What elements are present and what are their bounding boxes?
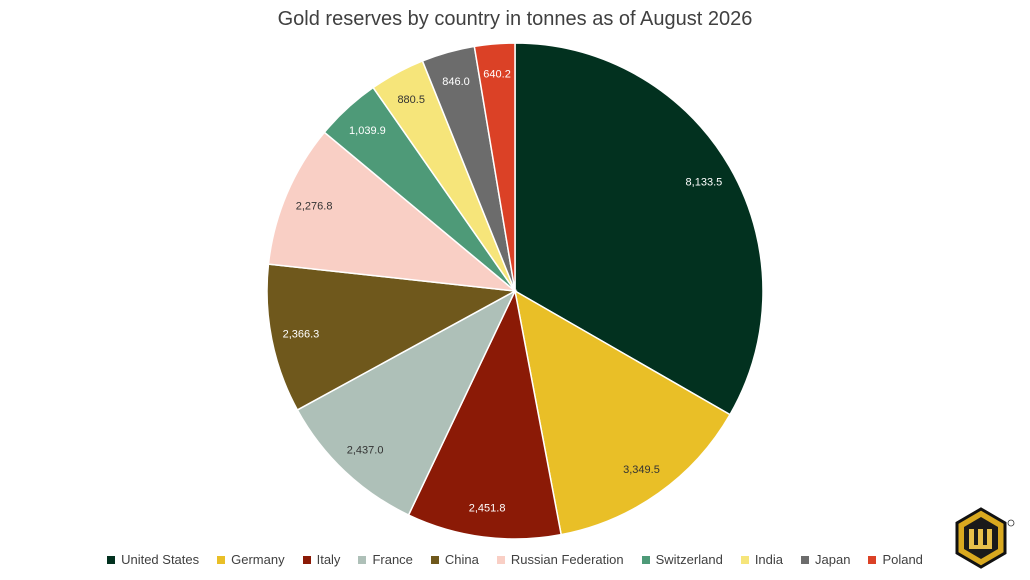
legend-item: China <box>430 552 479 567</box>
legend-item: Germany <box>217 552 285 567</box>
legend-item: India <box>740 552 784 567</box>
legend-item: Poland <box>868 552 923 567</box>
pie-slice <box>296 289 517 516</box>
legend-label: Italy <box>316 552 341 567</box>
legend-label: China <box>444 552 479 567</box>
data-label: 2,276.8 <box>296 201 333 213</box>
legend-label: Poland <box>882 552 923 567</box>
pie-slice <box>514 42 764 416</box>
legend-swatch <box>641 555 650 564</box>
data-label: 2,366.3 <box>283 328 320 340</box>
legend-item: Italy <box>302 552 341 567</box>
legend: United States Germany Italy France China Russ… <box>0 552 1030 567</box>
data-label: 2,437.0 <box>347 445 384 457</box>
legend-swatch <box>302 555 311 564</box>
legend-swatch <box>107 555 116 564</box>
legend-swatch <box>801 555 810 564</box>
pie-slice <box>267 131 518 293</box>
brand-logo <box>955 507 1015 569</box>
legend-label: France <box>372 552 413 567</box>
chart-title: Gold reserves by country in tonnes as of… <box>277 8 753 30</box>
pie-slice <box>407 288 563 540</box>
legend-swatch <box>868 555 877 564</box>
legend-swatch <box>740 555 749 564</box>
legend-swatch <box>217 555 226 564</box>
pie-slice <box>266 263 518 411</box>
pie-slice <box>473 42 516 292</box>
legend-label: India <box>754 552 784 567</box>
data-label: 640.2 <box>483 68 511 80</box>
legend-label: Russian Federation <box>510 552 624 567</box>
legend-item: United States <box>107 552 199 567</box>
legend-swatch <box>430 555 439 564</box>
legend-label: Switzerland <box>655 552 723 567</box>
pie-slice <box>513 289 732 536</box>
legend-swatch <box>358 555 367 564</box>
legend-item: France <box>358 552 413 567</box>
legend-label: Japan <box>815 552 851 567</box>
data-label: 1,039.9 <box>349 125 386 137</box>
data-label: 2,451.8 <box>469 502 506 514</box>
legend-item: Russian Federation <box>496 552 624 567</box>
data-label: 846.0 <box>442 76 470 88</box>
data-label: 880.5 <box>397 94 425 106</box>
legend-label: United States <box>121 552 200 567</box>
legend-label: Germany <box>231 552 285 567</box>
data-label: 3,349.5 <box>623 464 660 476</box>
legend-swatch <box>496 555 505 564</box>
legend-item: Japan <box>801 552 850 567</box>
data-label: 8,133.5 <box>686 177 723 189</box>
legend-item: Switzerland <box>641 552 723 567</box>
